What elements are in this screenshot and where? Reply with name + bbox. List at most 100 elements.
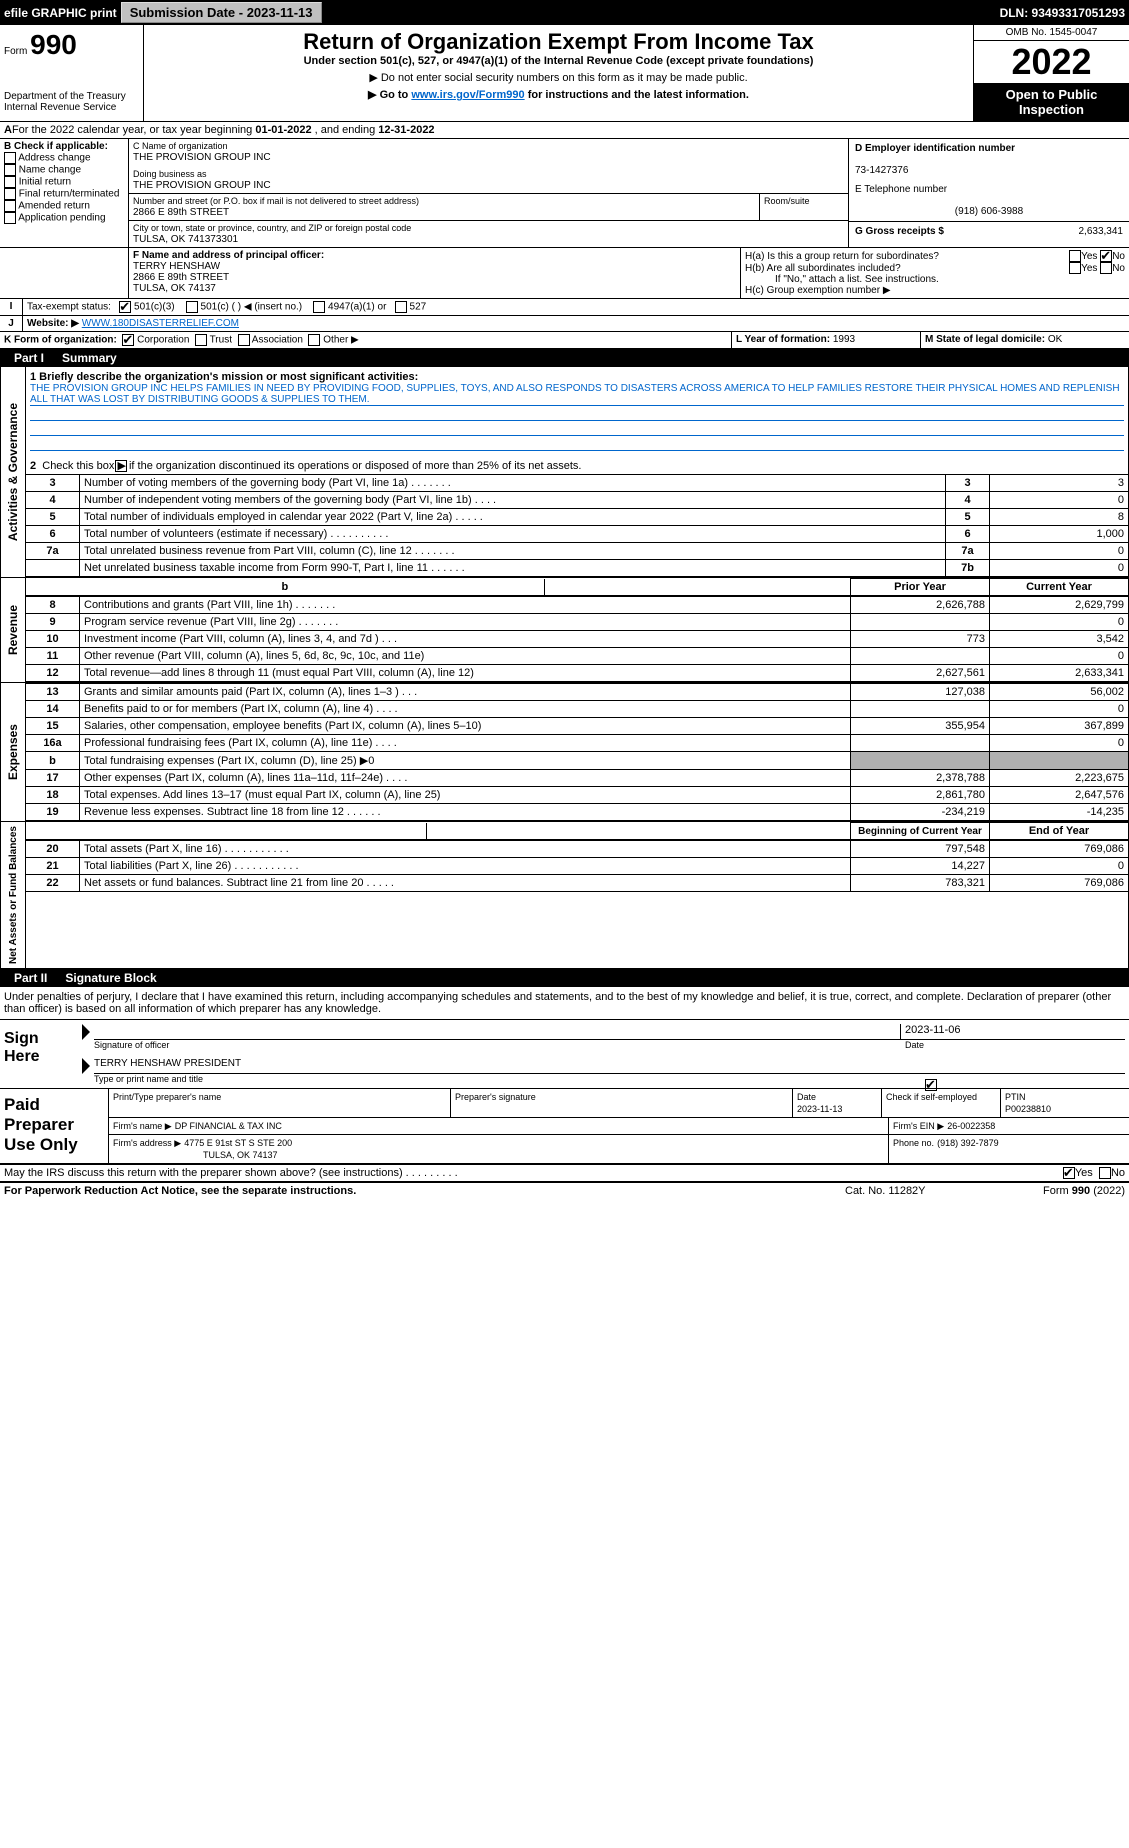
checkbox-501c3[interactable] (119, 301, 131, 313)
checkbox-discuss-yes[interactable] (1063, 1167, 1075, 1179)
line-val: 0 (990, 543, 1129, 560)
prior-val: 2,627,561 (851, 665, 990, 682)
no: No (1112, 251, 1125, 262)
checkbox-assoc[interactable] (238, 334, 250, 346)
line-num (26, 560, 80, 577)
line-val: 0 (990, 492, 1129, 509)
opt: 501(c)(3) (134, 302, 175, 313)
line-num: 12 (26, 665, 80, 682)
dept-label: Department of the Treasury (4, 91, 139, 102)
goto-pre: ▶ Go to (368, 89, 411, 101)
sign-here: Sign Here (0, 1020, 78, 1088)
line-text: Salaries, other compensation, employee b… (80, 718, 851, 735)
checkbox-amended[interactable] (4, 200, 16, 212)
checkbox-527[interactable] (395, 301, 407, 313)
checkbox-discuss-no[interactable] (1099, 1167, 1111, 1179)
name-label: Type or print name and title (94, 1074, 203, 1084)
checkbox-corp[interactable] (122, 334, 134, 346)
ptin-val: P00238810 (1005, 1104, 1051, 1114)
checkbox-name-change[interactable] (4, 164, 16, 176)
prior-year-hdr: Prior Year (851, 579, 990, 596)
line-num: 6 (26, 526, 80, 543)
line-num: 13 (26, 684, 80, 701)
checkbox-501c[interactable] (186, 301, 198, 313)
section-revenue: Revenue (4, 601, 22, 659)
submission-date-button[interactable]: Submission Date - 2023-11-13 (121, 2, 322, 23)
part1-header: Part I Summary (0, 349, 1129, 367)
checkbox-self-emp[interactable] (925, 1079, 937, 1091)
ptin-label: PTIN (1005, 1092, 1026, 1102)
officer-label: F Name and address of principal officer: (133, 250, 324, 261)
checkbox-discontinued[interactable] (115, 460, 127, 472)
prior-val: -234,219 (851, 804, 990, 821)
prep-name-label: Print/Type preparer's name (113, 1092, 221, 1102)
section-expenses: Expenses (4, 720, 22, 784)
firm-phone-label: Phone no. (893, 1138, 934, 1148)
checkbox-final-return[interactable] (4, 188, 16, 200)
cb-label: Final return/terminated (19, 189, 120, 200)
part2-label: Part II (6, 969, 55, 987)
firm-addr-label: Firm's address ▶ (113, 1138, 181, 1148)
arrow-icon (82, 1024, 90, 1040)
website-link[interactable]: WWW.180DISASTERRELIEF.COM (82, 318, 239, 329)
line-num: 17 (26, 770, 80, 787)
line-val: 8 (990, 509, 1129, 526)
opt: 4947(a)(1) or (328, 302, 386, 313)
line-text: Investment income (Part VIII, column (A)… (80, 631, 851, 648)
line-box: 3 (946, 475, 990, 492)
checkbox-hb-yes[interactable] (1069, 262, 1081, 274)
line-text: Contributions and grants (Part VIII, lin… (80, 597, 851, 614)
curr-val: 0 (990, 648, 1129, 665)
firm-phone: (918) 392-7879 (937, 1138, 999, 1148)
part2-header: Part II Signature Block (0, 969, 1129, 987)
checkbox-ha-no[interactable] (1100, 250, 1112, 262)
line-num: 9 (26, 614, 80, 631)
opt: Other ▶ (323, 335, 358, 346)
box-b-label: B Check if applicable: (4, 141, 108, 152)
curr-val: 0 (990, 735, 1129, 752)
curr-val: 0 (990, 858, 1129, 875)
yes: Yes (1081, 251, 1097, 262)
prior-val (851, 648, 990, 665)
irs-link[interactable]: www.irs.gov/Form990 (411, 89, 524, 101)
prior-val (851, 614, 990, 631)
line-num: 22 (26, 875, 80, 892)
cb-label: Amended return (18, 201, 90, 212)
line-text: Other revenue (Part VIII, column (A), li… (80, 648, 851, 665)
ssn-warning: ▶ Do not enter social security numbers o… (148, 71, 969, 84)
line-num: 15 (26, 718, 80, 735)
line-num: 20 (26, 841, 80, 858)
line-num: 10 (26, 631, 80, 648)
checkbox-hb-no[interactable] (1100, 262, 1112, 274)
no: No (1112, 263, 1125, 274)
curr-val: -14,235 (990, 804, 1129, 821)
dba-name: THE PROVISION GROUP INC (133, 180, 271, 191)
line-num: 19 (26, 804, 80, 821)
checkbox-initial-return[interactable] (4, 176, 16, 188)
prior-val: 797,548 (851, 841, 990, 858)
prior-val: 773 (851, 631, 990, 648)
checkbox-4947[interactable] (313, 301, 325, 313)
cb-label: Name change (19, 165, 81, 176)
checkbox-trust[interactable] (195, 334, 207, 346)
checkbox-pending[interactable] (4, 212, 16, 224)
line-text: Number of voting members of the governin… (80, 475, 946, 492)
line-val: 0 (990, 560, 1129, 577)
line-num: 21 (26, 858, 80, 875)
firm-addr1: 4775 E 91st ST S STE 200 (184, 1138, 292, 1148)
checkbox-address-change[interactable] (4, 152, 16, 164)
line-num: 18 (26, 787, 80, 804)
no: No (1111, 1167, 1125, 1179)
year-end: 12-31-2022 (378, 124, 434, 136)
prior-val: 783,321 (851, 875, 990, 892)
checkbox-other[interactable] (308, 334, 320, 346)
firm-name-label: Firm's name ▶ (113, 1121, 172, 1131)
firm-ein: 26-0022358 (947, 1121, 995, 1131)
opt: Association (252, 335, 303, 346)
checkbox-ha-yes[interactable] (1069, 250, 1081, 262)
line-val: 3 (990, 475, 1129, 492)
form-subtitle: Under section 501(c), 527, or 4947(a)(1)… (148, 55, 969, 67)
curr-val: 769,086 (990, 875, 1129, 892)
c-label: C Name of organization (133, 141, 228, 151)
city: TULSA, OK 741373301 (133, 234, 238, 245)
